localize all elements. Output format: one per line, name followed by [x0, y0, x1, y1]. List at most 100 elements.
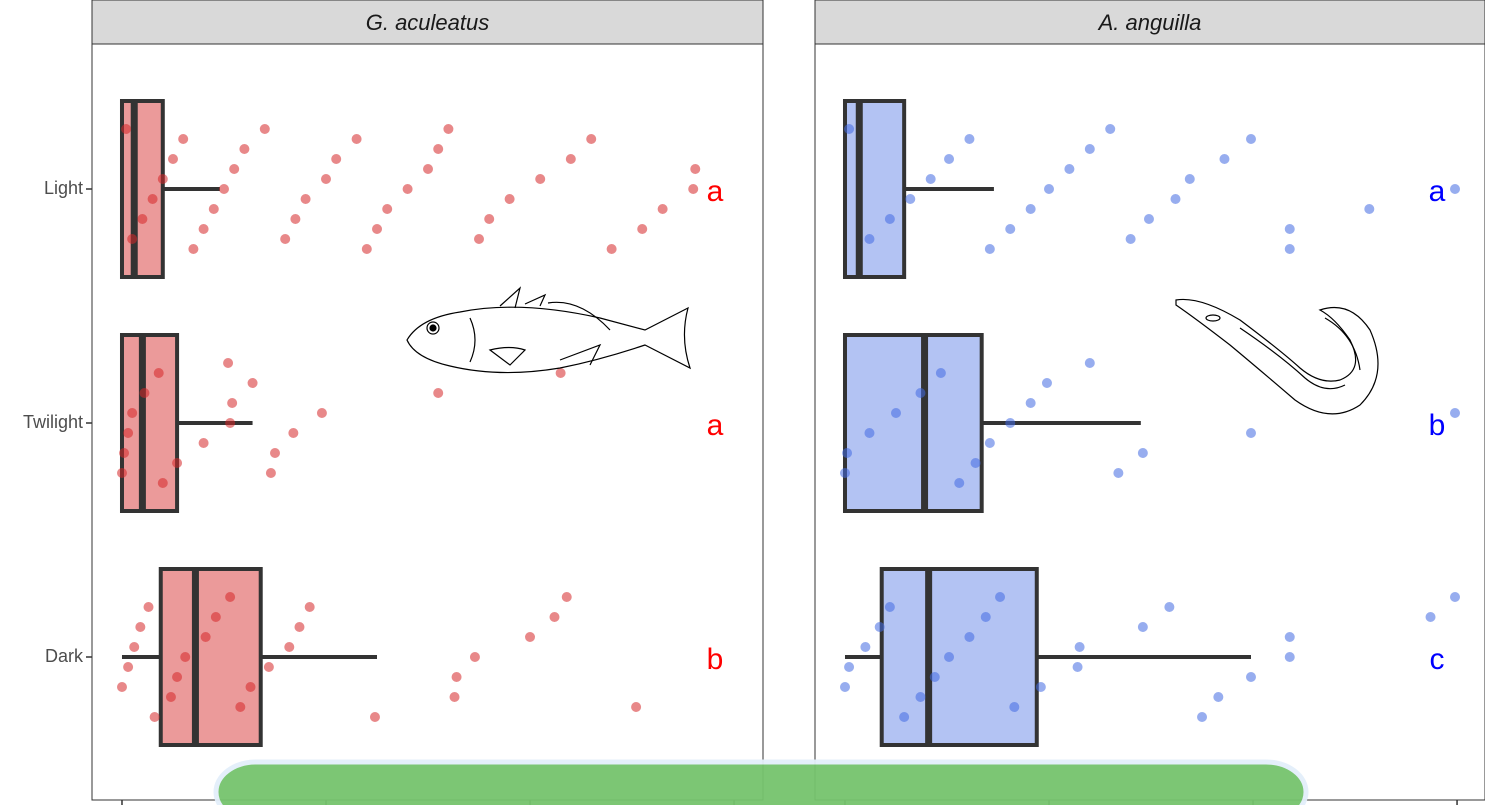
- point: [1213, 692, 1223, 702]
- point: [936, 368, 946, 378]
- point: [123, 662, 133, 672]
- point: [154, 368, 164, 378]
- point: [840, 468, 850, 478]
- point: [1246, 428, 1256, 438]
- point: [1085, 144, 1095, 154]
- point: [954, 478, 964, 488]
- point: [1285, 224, 1295, 234]
- point: [1138, 448, 1148, 458]
- significance-letter: a: [1429, 175, 1446, 208]
- point: [1219, 154, 1229, 164]
- point: [1126, 234, 1136, 244]
- point: [117, 682, 127, 692]
- point: [443, 124, 453, 134]
- point: [382, 204, 392, 214]
- point: [1197, 712, 1207, 722]
- point: [178, 134, 188, 144]
- facet-title: G. aculeatus: [366, 10, 490, 35]
- y-tick-label: Twilight: [23, 412, 83, 432]
- point: [227, 398, 237, 408]
- point: [370, 712, 380, 722]
- point: [658, 204, 668, 214]
- significance-letter: b: [707, 643, 724, 676]
- point: [926, 174, 936, 184]
- point: [995, 592, 1005, 602]
- point: [423, 164, 433, 174]
- page: G. aculeatusLightaTwilightaDarkbA. angui…: [0, 0, 1485, 805]
- point: [1064, 164, 1074, 174]
- point: [1044, 184, 1054, 194]
- point: [1246, 134, 1256, 144]
- point: [144, 602, 154, 612]
- point: [1164, 602, 1174, 612]
- point: [1113, 468, 1123, 478]
- point: [891, 408, 901, 418]
- significance-letter: b: [1429, 409, 1446, 442]
- point: [264, 662, 274, 672]
- point: [985, 438, 995, 448]
- point: [1105, 124, 1115, 134]
- point: [294, 622, 304, 632]
- point: [137, 214, 147, 224]
- point: [1285, 244, 1295, 254]
- point: [1026, 398, 1036, 408]
- point: [248, 378, 258, 388]
- point: [201, 632, 211, 642]
- point: [860, 642, 870, 652]
- point: [235, 702, 245, 712]
- point: [172, 672, 182, 682]
- box: [161, 569, 261, 745]
- point: [229, 164, 239, 174]
- point: [505, 194, 515, 204]
- point: [127, 408, 137, 418]
- point: [985, 244, 995, 254]
- point: [331, 154, 341, 164]
- point: [915, 388, 925, 398]
- point: [964, 632, 974, 642]
- point: [1085, 358, 1095, 368]
- point: [117, 468, 127, 478]
- point: [266, 468, 276, 478]
- point: [885, 214, 895, 224]
- point: [452, 672, 462, 682]
- point: [270, 448, 280, 458]
- point: [1005, 418, 1015, 428]
- point: [321, 174, 331, 184]
- point: [688, 184, 698, 194]
- point: [1185, 174, 1195, 184]
- point: [135, 622, 145, 632]
- y-tick-label: Dark: [45, 646, 84, 666]
- point: [1144, 214, 1154, 224]
- significance-letter: a: [707, 175, 724, 208]
- point: [1285, 652, 1295, 662]
- point: [875, 622, 885, 632]
- point: [690, 164, 700, 174]
- point: [317, 408, 327, 418]
- point: [121, 124, 131, 134]
- point: [225, 418, 235, 428]
- point: [631, 702, 641, 712]
- significance-letter: c: [1430, 643, 1445, 676]
- point: [172, 458, 182, 468]
- point: [168, 154, 178, 164]
- point: [1075, 642, 1085, 652]
- point: [971, 458, 981, 468]
- point: [1042, 378, 1052, 388]
- overlay-button[interactable]: [216, 762, 1306, 805]
- point: [1450, 184, 1460, 194]
- point: [284, 642, 294, 652]
- point: [246, 682, 256, 692]
- point: [158, 174, 168, 184]
- point: [944, 154, 954, 164]
- point: [637, 224, 647, 234]
- point: [211, 612, 221, 622]
- point: [535, 174, 545, 184]
- point: [844, 124, 854, 134]
- point: [301, 194, 311, 204]
- point: [158, 478, 168, 488]
- box: [845, 101, 904, 277]
- point: [844, 662, 854, 672]
- point: [288, 428, 298, 438]
- box: [122, 335, 177, 511]
